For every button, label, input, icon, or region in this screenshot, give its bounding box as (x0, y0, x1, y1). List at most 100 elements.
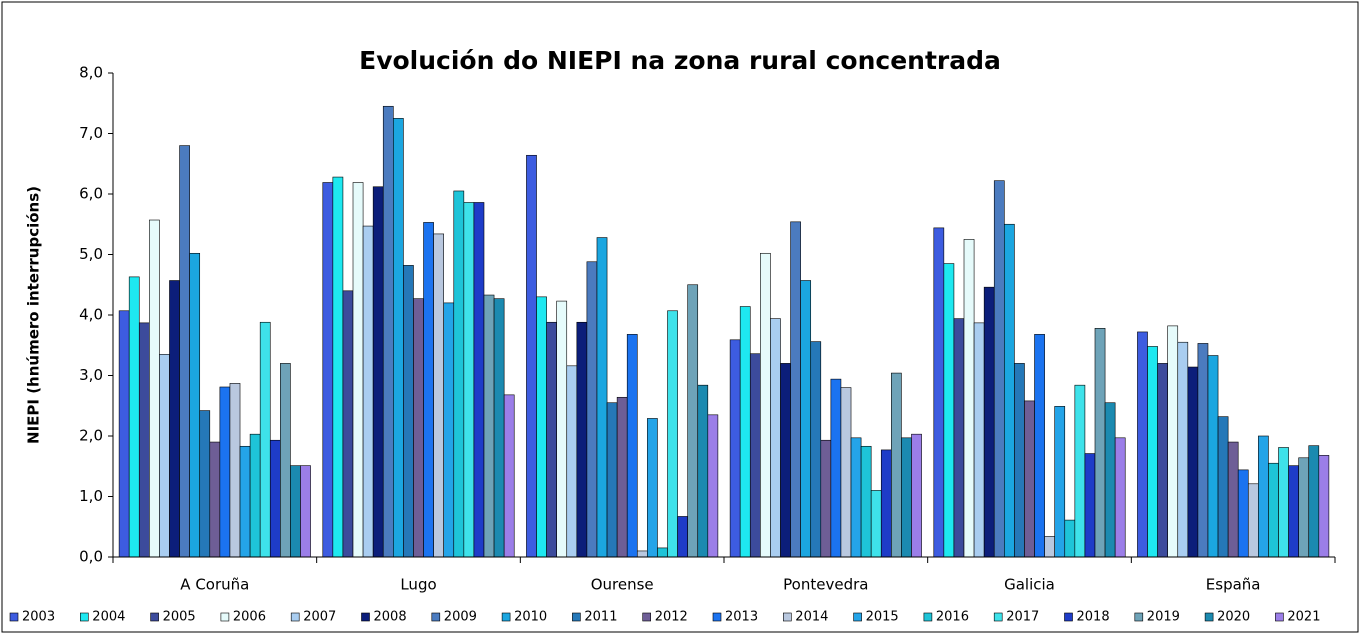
bar (483, 294, 495, 558)
legend-label: 2003 (22, 610, 55, 625)
bar (1258, 435, 1269, 558)
bar (1074, 384, 1086, 558)
x-tick-label: Pontevedra (783, 576, 868, 594)
bar (606, 402, 618, 558)
x-tick-label: A Coruña (180, 576, 249, 594)
bar (290, 465, 301, 558)
bar (1298, 457, 1310, 558)
y-tick-label: 4,0 (79, 306, 103, 324)
bar (372, 186, 384, 558)
x-tick-label: España (1206, 576, 1261, 594)
legend-label: 2007 (303, 610, 336, 625)
bar (1278, 447, 1289, 558)
bar (1167, 325, 1179, 558)
legend-label: 2021 (1287, 610, 1320, 625)
bar (1064, 519, 1076, 558)
y-tick-label: 6,0 (79, 185, 103, 203)
bar (1197, 343, 1209, 558)
bar (749, 353, 761, 558)
bar (840, 387, 852, 558)
legend-label: 2010 (514, 610, 547, 625)
bar (526, 154, 537, 558)
y-tick-label: 3,0 (79, 366, 103, 384)
legend-label: 2017 (1006, 610, 1039, 625)
bar (667, 310, 678, 558)
bar (576, 321, 588, 558)
bar (1288, 465, 1299, 558)
bar (586, 261, 598, 558)
bar (536, 296, 547, 558)
bar (983, 286, 995, 558)
bar (1114, 437, 1126, 558)
bar (332, 176, 344, 558)
bar (1268, 462, 1279, 558)
bar (810, 341, 822, 558)
legend-swatch (572, 612, 581, 622)
bar (901, 437, 912, 558)
bar (880, 449, 892, 558)
bar (1157, 363, 1168, 558)
bar (697, 384, 709, 558)
legend-label: 2018 (1077, 610, 1110, 625)
bar (1137, 331, 1148, 558)
legend-swatch (1064, 612, 1073, 622)
bar (443, 302, 455, 558)
bar (239, 445, 251, 558)
bar (493, 298, 505, 558)
bar (566, 365, 578, 558)
x-tick-label: Galicia (1004, 576, 1055, 594)
bar (953, 318, 965, 558)
bar (1217, 416, 1229, 558)
bar (259, 321, 271, 558)
legend-swatch (923, 612, 933, 622)
x-tick-label: Ourense (591, 576, 654, 594)
bar (546, 321, 557, 558)
legend-label: 2005 (163, 610, 196, 625)
bar (382, 105, 394, 558)
bar (403, 265, 414, 558)
legend-swatch (431, 612, 441, 622)
bar (138, 322, 150, 558)
legend-label: 2020 (1217, 610, 1250, 625)
legend-swatch (501, 612, 511, 622)
bar (800, 280, 812, 558)
bar (760, 252, 771, 558)
bar (322, 182, 334, 558)
legend-label: 2011 (584, 610, 617, 625)
bar (1308, 445, 1320, 558)
legend-swatch (220, 612, 230, 622)
legend-label: 2016 (936, 610, 969, 625)
bar (219, 386, 231, 558)
legend-label: 2004 (92, 610, 125, 625)
legend-label: 2014 (795, 610, 828, 625)
legend-swatch (290, 612, 300, 622)
legend-label: 2015 (866, 610, 899, 625)
legend-swatch (361, 612, 370, 622)
y-axis-label: NIEPI (hnúmero interrupcións) (25, 186, 43, 444)
bar (209, 441, 221, 558)
bar (943, 263, 955, 558)
bar (249, 433, 261, 558)
bar (1187, 366, 1199, 558)
bar (149, 219, 160, 558)
bar (229, 383, 241, 558)
legend-swatch (853, 612, 862, 622)
bar (687, 284, 699, 558)
y-tick-label: 7,0 (79, 124, 103, 142)
bar (1044, 536, 1055, 558)
legend-swatch (712, 612, 722, 622)
bar (280, 363, 291, 558)
bar (189, 252, 201, 558)
bar (1177, 341, 1189, 558)
legend-swatch (1204, 612, 1214, 622)
bar (1014, 363, 1025, 558)
y-tick-label: 5,0 (79, 245, 103, 263)
bar (352, 182, 364, 558)
bar (1034, 334, 1045, 558)
bar (433, 233, 444, 558)
bar (300, 465, 311, 558)
bar (729, 339, 741, 558)
bar (963, 239, 975, 558)
bar (1054, 406, 1066, 558)
bar (1207, 355, 1219, 558)
